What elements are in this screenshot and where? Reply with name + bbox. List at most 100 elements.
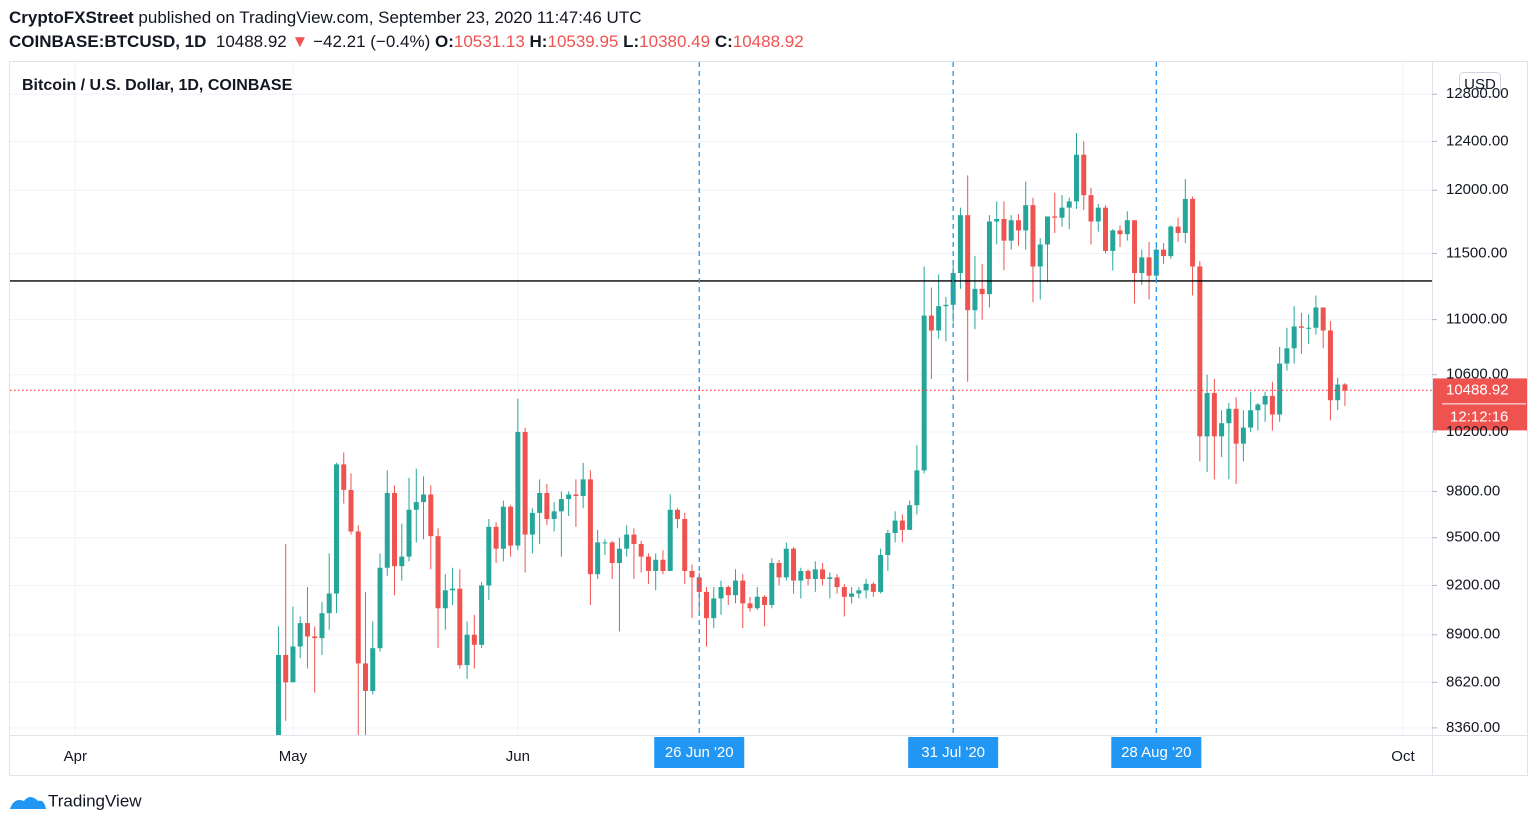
- candle-body: [747, 603, 753, 609]
- candle-body: [1255, 404, 1261, 411]
- candle-body: [500, 506, 506, 549]
- candle-body: [1015, 220, 1021, 231]
- candle-body: [319, 613, 325, 639]
- candle-body: [1074, 154, 1079, 202]
- candle-body: [1059, 207, 1065, 218]
- chart-title: Bitcoin / U.S. Dollar, 1D, COINBASE: [22, 77, 293, 94]
- candle-body: [421, 494, 427, 503]
- candle-body: [1146, 257, 1152, 276]
- candle-body: [827, 577, 833, 579]
- candle-body: [776, 562, 782, 578]
- candle-body: [580, 479, 586, 497]
- candle-body: [979, 288, 985, 295]
- arrow: ▼: [291, 32, 309, 51]
- candle-body: [1139, 257, 1145, 274]
- candle-body: [1052, 216, 1058, 218]
- candle-body: [363, 663, 368, 691]
- candle-body: [667, 509, 673, 571]
- y-tick-label: 9200.00: [1446, 576, 1500, 593]
- candle-body: [1066, 201, 1072, 208]
- y-tick-label: 11500.00: [1446, 244, 1507, 261]
- candle-body: [348, 489, 354, 532]
- candle-body: [878, 555, 884, 592]
- candle-body: [1182, 198, 1188, 233]
- y-tick-label: 10600.00: [1446, 366, 1509, 383]
- candle-body: [631, 534, 637, 544]
- candle-body: [1088, 195, 1094, 222]
- candle-body: [907, 505, 913, 530]
- candle-body: [1190, 198, 1196, 267]
- candle-body: [689, 570, 695, 578]
- candle-body: [841, 587, 847, 597]
- candle-body: [733, 580, 739, 596]
- candle-body: [820, 569, 826, 579]
- candle-body: [849, 593, 855, 597]
- candle-body: [1023, 205, 1029, 231]
- candle-body: [957, 215, 963, 274]
- y-tick-label: 12400.00: [1446, 132, 1509, 149]
- c-label: C:: [714, 32, 733, 51]
- candle-body: [725, 587, 731, 596]
- symbol: COINBASE:BTCUSD, 1D: [9, 32, 207, 51]
- candle-body: [1269, 395, 1275, 415]
- candle-body: [275, 654, 281, 735]
- l-value: 10380.49: [639, 32, 711, 51]
- candle-body: [479, 585, 485, 645]
- candle-body: [1277, 363, 1283, 415]
- candle-body: [587, 479, 593, 575]
- o-value: 10531.13: [453, 32, 525, 51]
- candle-body: [1124, 220, 1130, 235]
- last-price: 10488.92: [215, 32, 287, 51]
- published: published on TradingView.com, September …: [138, 8, 642, 27]
- candle-body: [551, 511, 557, 520]
- candle-body: [558, 499, 564, 512]
- candle-body: [384, 492, 390, 568]
- x-tick-label: Apr: [64, 748, 87, 765]
- candle-body: [791, 548, 797, 581]
- candle-body: [645, 556, 651, 571]
- candle-body: [312, 636, 318, 639]
- candle-body: [718, 587, 724, 599]
- candle-body: [1335, 384, 1341, 401]
- candle-body: [1248, 410, 1254, 428]
- candle-body: [885, 533, 891, 556]
- candle-body: [892, 520, 898, 534]
- candle-body: [863, 583, 869, 591]
- logo-icon: [10, 797, 46, 809]
- candle-body: [464, 634, 470, 666]
- y-tick-label: 9800.00: [1446, 482, 1500, 499]
- h-label: H:: [529, 32, 548, 51]
- l-label: L:: [623, 32, 640, 51]
- candle-body: [1001, 218, 1007, 241]
- candle-body: [812, 569, 818, 579]
- y-tick-label: 11000.00: [1446, 311, 1507, 328]
- y-tick-label: 10200.00: [1446, 423, 1509, 440]
- candle-body: [624, 534, 630, 549]
- candle-body: [1313, 307, 1319, 328]
- candle-body: [986, 221, 992, 295]
- candle-body: [1197, 266, 1203, 437]
- vertical-marker-label: 28 Aug '20: [1121, 744, 1191, 761]
- candle-body: [1030, 205, 1036, 267]
- candle-body: [297, 623, 303, 647]
- candle-body: [290, 646, 296, 683]
- candle-body: [1132, 220, 1138, 274]
- candle-body: [914, 470, 920, 506]
- candle-body: [1103, 207, 1109, 251]
- candle-body: [1008, 220, 1014, 241]
- candle-body: [711, 598, 717, 619]
- candle-body: [341, 464, 347, 490]
- candle-body: [493, 526, 499, 549]
- candle-body: [1110, 230, 1116, 251]
- candle-body: [856, 590, 862, 594]
- candle-body: [333, 464, 339, 594]
- candle-body: [1211, 393, 1217, 437]
- candle-body: [326, 593, 332, 614]
- y-tick-label: 12000.00: [1446, 181, 1509, 198]
- candle-body: [1291, 326, 1297, 349]
- candle-body: [544, 492, 550, 520]
- h-value: 10539.95: [547, 32, 619, 51]
- currency-label: USD: [1464, 76, 1496, 93]
- vertical-marker-label-bg: [908, 737, 999, 768]
